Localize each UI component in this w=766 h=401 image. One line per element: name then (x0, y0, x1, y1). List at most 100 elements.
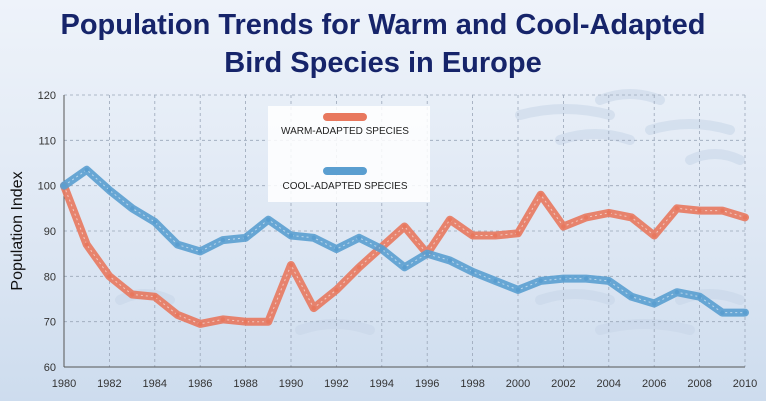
data-point (493, 278, 498, 284)
y-tick-label: 80 (44, 271, 56, 283)
data-point (606, 210, 611, 216)
data-point (583, 276, 589, 281)
y-tick-label: 120 (38, 90, 56, 102)
data-point (107, 188, 112, 193)
data-point (61, 183, 67, 188)
x-tick-label: 2010 (733, 378, 757, 390)
data-point (629, 294, 634, 299)
data-point (538, 278, 543, 284)
legend-box (268, 106, 430, 202)
data-point (742, 310, 748, 315)
data-point (175, 242, 180, 247)
data-point (447, 258, 453, 263)
data-point (288, 262, 294, 268)
data-point (606, 278, 611, 284)
y-tick-label: 100 (38, 181, 56, 193)
background-stroke (595, 319, 695, 335)
x-tick-label: 1998 (460, 378, 484, 390)
data-point (515, 231, 521, 236)
tick-labels: 60 70 80 90 100 110 120 1980 1982 1984 1986 1988 199… (9, 90, 757, 390)
data-point (334, 246, 339, 252)
data-point (266, 217, 271, 222)
x-tick-label: 1982 (97, 378, 121, 390)
x-tick-label: 1994 (370, 378, 394, 390)
x-tick-label: 2002 (551, 378, 575, 390)
data-point (334, 287, 339, 293)
data-point (129, 292, 135, 297)
data-point (561, 276, 566, 281)
x-tick-label: 1996 (415, 378, 439, 390)
data-point (720, 310, 725, 315)
x-tick-label: 2006 (642, 378, 666, 390)
background-stroke (645, 119, 735, 135)
series-cool-adapted (60, 165, 749, 317)
data-point (720, 208, 725, 213)
data-point (470, 269, 475, 274)
data-point (243, 319, 248, 324)
data-point (175, 312, 180, 318)
data-point (515, 287, 521, 293)
y-axis-label: Population Index (9, 171, 26, 290)
data-point (425, 251, 430, 256)
background-texture (115, 89, 745, 335)
background-stroke (555, 129, 635, 145)
data-point (311, 235, 316, 240)
data-point (152, 219, 157, 225)
background-stroke (535, 289, 615, 305)
data-point (674, 206, 680, 211)
data-point (84, 167, 89, 172)
data-point (243, 235, 248, 240)
data-point (152, 294, 157, 299)
legend-label: COOL-ADAPTED SPECIES (282, 181, 407, 192)
data-point (697, 294, 702, 299)
data-point (84, 242, 89, 247)
data-point (356, 235, 362, 240)
x-tick-label: 1988 (233, 378, 257, 390)
background-stroke (295, 319, 375, 335)
x-tick-label: 1992 (324, 378, 348, 390)
chart-title-line-1: Population Trends for Warm and Cool-Adap… (60, 9, 706, 41)
data-point (470, 233, 475, 238)
background-stroke (515, 104, 615, 120)
chart-title: Population Trends for Warm and Cool-Adap… (0, 6, 766, 82)
data-point (538, 192, 543, 197)
background-stroke (675, 289, 745, 305)
x-tick-label: 2004 (597, 378, 621, 390)
data-point (583, 215, 589, 220)
chart-title-line-2: Bird Species in Europe (224, 47, 542, 79)
legend: WARM-ADAPTED SPECIES COOL-ADAPTED SPECIES (268, 106, 430, 202)
data-point (402, 224, 407, 229)
data-point (288, 233, 294, 238)
data-point (266, 319, 271, 324)
data-point (629, 215, 634, 220)
background-stroke (685, 149, 745, 165)
x-tick-label: 2000 (506, 378, 530, 390)
data-point (198, 249, 203, 254)
legend-label: WARM-ADAPTED SPECIES (281, 126, 409, 137)
x-tick-label: 1990 (279, 378, 303, 390)
data-point (742, 215, 748, 220)
data-point (447, 217, 453, 222)
data-point (652, 301, 657, 306)
y-tick-label: 90 (44, 226, 56, 238)
data-point (561, 224, 566, 229)
data-point (402, 265, 407, 270)
x-tick-label: 1980 (52, 378, 76, 390)
data-point (220, 317, 226, 322)
data-point (198, 321, 203, 327)
data-point (311, 305, 316, 311)
x-tick-label: 1986 (188, 378, 212, 390)
y-tick-label: 60 (44, 362, 56, 374)
data-point (379, 246, 384, 252)
data-point (493, 233, 498, 238)
data-point (220, 237, 226, 243)
y-tick-label: 70 (44, 317, 56, 329)
x-tick-label: 1984 (143, 378, 167, 390)
data-point (129, 206, 135, 211)
x-tick-label: 2008 (687, 378, 711, 390)
axes (63, 95, 745, 368)
y-tick-label: 110 (38, 135, 56, 147)
data-point (697, 208, 702, 213)
series-layer (60, 165, 749, 328)
